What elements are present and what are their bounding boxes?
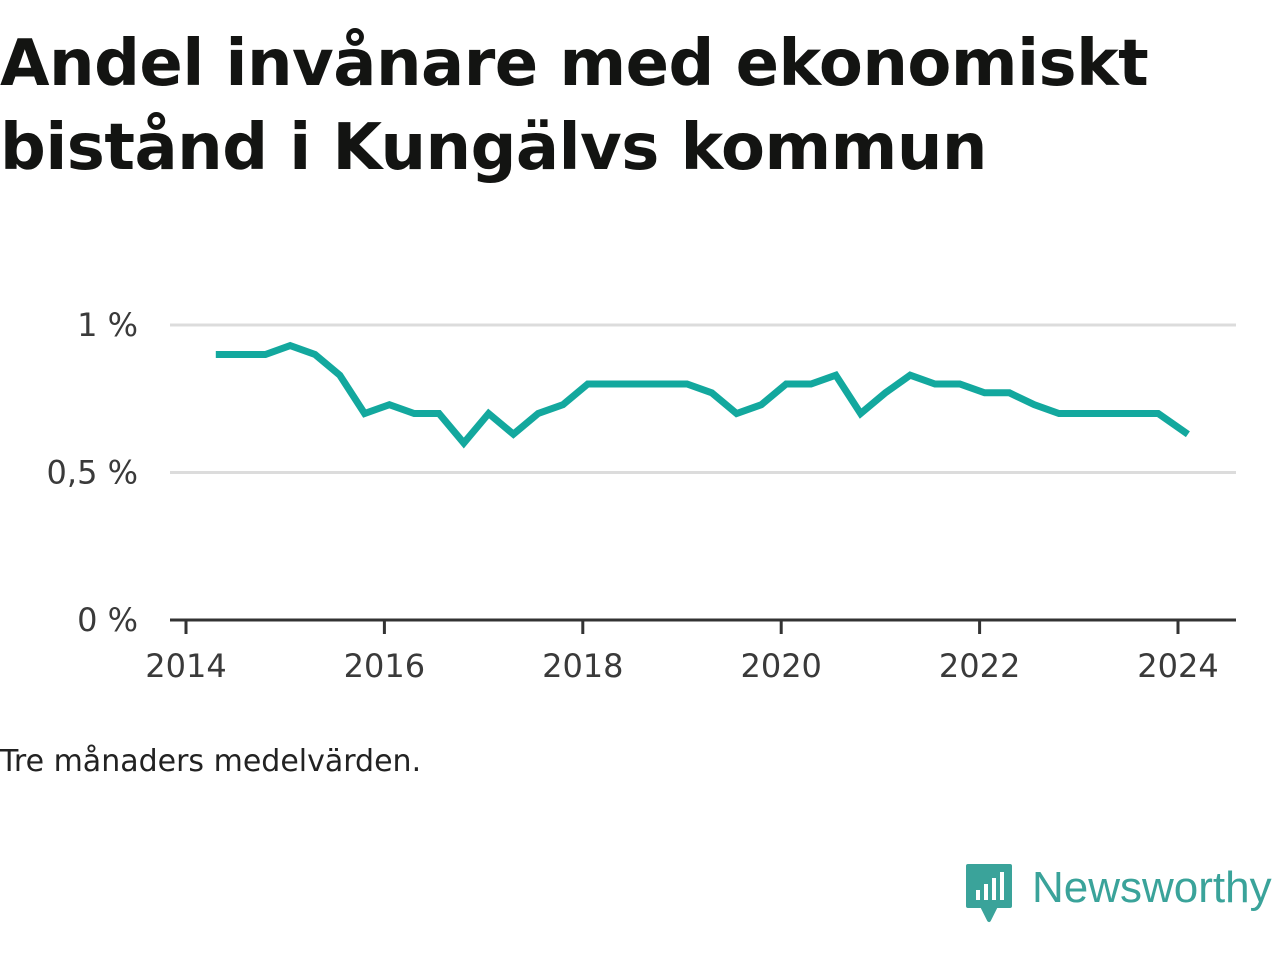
x-tick-label: 2024: [1137, 647, 1218, 685]
y-tick-label: 0,5 %: [47, 454, 138, 492]
x-tick-label: 2022: [939, 647, 1020, 685]
bar-chart-speech-bubble-icon: [966, 864, 1012, 922]
x-tick-label: 2014: [145, 647, 226, 685]
newsworthy-logo: Newsworthy: [964, 862, 1272, 926]
y-tick-label: 1 %: [77, 306, 138, 344]
chart-title: Andel invånare med ekonomiskt bistånd i …: [0, 27, 1149, 185]
footnote: Tre månaders medelvärden.: [0, 744, 422, 779]
y-tick-label: 0 %: [77, 601, 138, 639]
line-chart: 0 % 0,5 % 1 % 2014 2016 2018 2020 2022 2024: [47, 306, 1236, 685]
brand-name: Newsworthy: [1032, 863, 1272, 912]
x-tick-label: 2016: [344, 647, 425, 685]
series-line: [215, 341, 1190, 449]
x-tick-label: 2018: [542, 647, 623, 685]
x-tick-label: 2020: [740, 647, 821, 685]
